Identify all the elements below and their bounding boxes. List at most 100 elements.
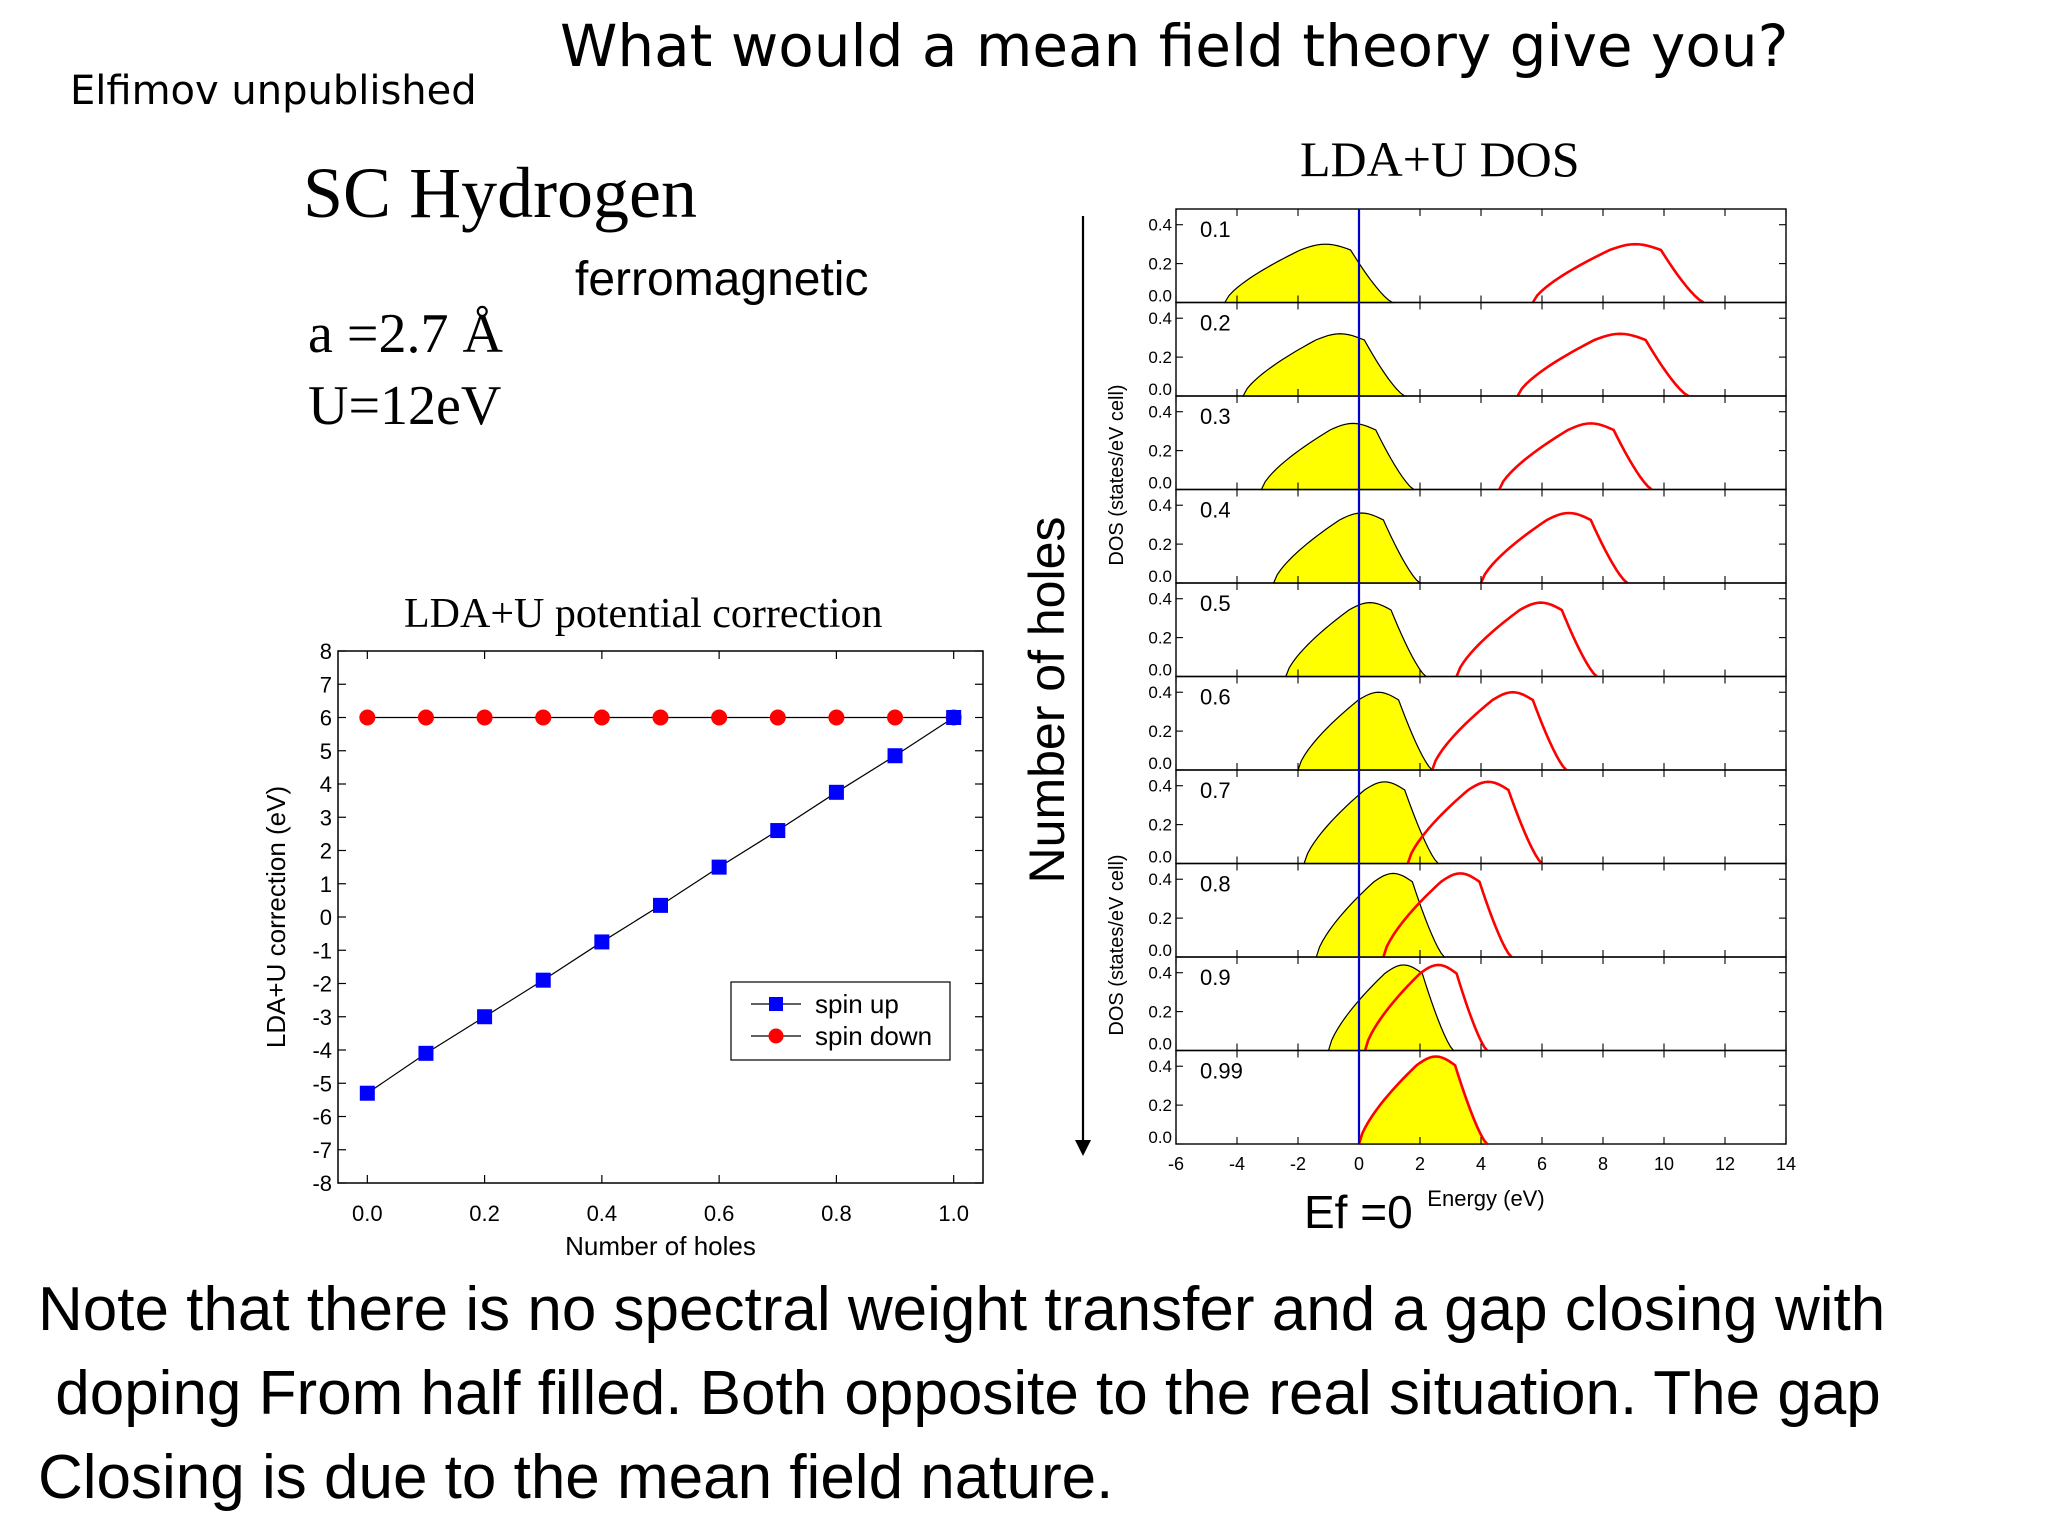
x-tick-label: -4 xyxy=(1229,1154,1245,1174)
panel-label: 0.9 xyxy=(1200,965,1231,990)
slide-title: What would a mean field theory give you? xyxy=(560,12,1789,80)
y-tick-label: 0.0 xyxy=(1148,474,1172,493)
y-tick-label: 0.2 xyxy=(1148,722,1172,741)
y-tick-label: 0.4 xyxy=(1148,683,1172,702)
spin-up-point xyxy=(418,1045,434,1061)
system-label: SC Hydrogen xyxy=(303,153,697,233)
spin-up-point xyxy=(887,748,903,764)
dos-panel-frame xyxy=(1175,582,1787,678)
y-tick-label: 0.2 xyxy=(1148,816,1172,835)
spin-up-point xyxy=(535,972,551,988)
panel-label: 0.8 xyxy=(1200,872,1231,897)
y-tick-label: -1 xyxy=(312,938,332,963)
y-tick-label: 3 xyxy=(320,805,332,830)
occupied-band xyxy=(1327,964,1455,1052)
panel-label: 0.1 xyxy=(1200,217,1231,242)
x-tick-label: 8 xyxy=(1598,1154,1608,1174)
spin-up-point xyxy=(477,1009,493,1025)
panel-label: 0.99 xyxy=(1200,1059,1243,1084)
occupied-band xyxy=(1315,872,1446,958)
x-tick-label: 10 xyxy=(1654,1154,1674,1174)
x-tick-label: -6 xyxy=(1168,1154,1184,1174)
y-tick-label: 0.0 xyxy=(1148,848,1172,867)
y-tick-label: 4 xyxy=(320,772,332,797)
y-tick-label: 0.2 xyxy=(1148,255,1172,274)
empty-band xyxy=(1479,511,1629,584)
x-tick-label: 14 xyxy=(1776,1154,1796,1174)
empty-band xyxy=(1430,690,1568,771)
legend-marker-spin-up xyxy=(769,997,783,1011)
y-tick-label: 0.4 xyxy=(1148,777,1172,796)
y-tick-label: -5 xyxy=(312,1071,332,1096)
hubbard-u-label: U=12eV xyxy=(308,375,502,437)
dos-chart-title: LDA+U DOS xyxy=(1300,131,1580,187)
dos-panel-frame xyxy=(1175,395,1787,491)
spin-down-point xyxy=(711,709,728,726)
y-axis-label: LDA+U correction (eV) xyxy=(261,786,291,1048)
correction-chart-title: LDA+U potential correction xyxy=(404,591,883,637)
lattice-constant-label: a =2.7 Å xyxy=(308,303,503,365)
occupied-band xyxy=(1272,512,1422,584)
empty-band xyxy=(1531,242,1705,304)
spin-down-point xyxy=(359,709,376,726)
panel-label: 0.4 xyxy=(1200,498,1231,523)
dos-panel-frame xyxy=(1175,675,1787,771)
y-tick-label: 2 xyxy=(320,839,332,864)
y-tick-label: 0.4 xyxy=(1148,309,1172,328)
y-tick-label: -7 xyxy=(312,1138,332,1163)
y-tick-label: -3 xyxy=(312,1005,332,1030)
panel-label: 0.3 xyxy=(1200,404,1231,429)
occupied-band xyxy=(1303,781,1440,865)
panel-label: 0.5 xyxy=(1200,591,1231,616)
x-axis-label: Number of holes xyxy=(565,1231,756,1261)
y-tick-label: 0 xyxy=(320,905,332,930)
y-tick-label: -6 xyxy=(312,1105,332,1130)
spin-up-point xyxy=(770,823,786,839)
y-tick-label: 5 xyxy=(320,739,332,764)
spin-up-point xyxy=(828,784,844,800)
spin-down-point xyxy=(535,709,552,726)
fermi-label: Ef =0 xyxy=(1304,1186,1413,1238)
occupied-band xyxy=(1223,243,1395,304)
spin-down-point xyxy=(417,709,434,726)
y-tick-label: 0.4 xyxy=(1148,870,1172,889)
spin-down-point xyxy=(828,709,845,726)
y-tick-label: 0.0 xyxy=(1148,754,1172,773)
dos-panel-frame xyxy=(1175,956,1787,1052)
empty-band xyxy=(1498,422,1653,491)
dos-panel-frame xyxy=(1175,862,1787,958)
occupied-band xyxy=(1297,691,1434,771)
note-line: Closing is due to the mean field nature. xyxy=(38,1443,1114,1512)
x-tick-label: 4 xyxy=(1476,1154,1486,1174)
legend-box xyxy=(730,981,951,1061)
occupied-band xyxy=(1284,602,1428,678)
legend-marker-spin-down xyxy=(768,1028,784,1044)
holes-axis-label: Number of holes xyxy=(1019,517,1075,884)
x-tick-label: -2 xyxy=(1290,1154,1306,1174)
y-tick-label: 0.0 xyxy=(1148,661,1172,680)
x-tick-label: 0 xyxy=(1354,1154,1364,1174)
y-axis-label: DOS (states/eV cell) xyxy=(1106,854,1128,1035)
legend-label-spin-down: spin down xyxy=(815,1021,932,1051)
y-tick-label: 0.4 xyxy=(1148,496,1172,515)
spin-up-point xyxy=(946,710,962,725)
spin-up-point xyxy=(594,934,610,950)
y-tick-label: 1 xyxy=(320,872,332,897)
y-tick-label: 0.2 xyxy=(1148,442,1172,461)
y-tick-label: 0.0 xyxy=(1148,1128,1172,1147)
y-tick-label: -2 xyxy=(312,972,332,997)
spin-down-point xyxy=(652,709,669,726)
y-tick-label: -8 xyxy=(312,1171,332,1196)
spin-down-point xyxy=(769,709,786,726)
magnetism-label: ferromagnetic xyxy=(575,253,869,306)
y-tick-label: 6 xyxy=(320,706,332,731)
empty-band xyxy=(1516,332,1690,398)
x-tick-label: 0.2 xyxy=(469,1201,500,1226)
spin-down-point xyxy=(593,709,610,726)
y-tick-label: 0.0 xyxy=(1148,380,1172,399)
empty-band xyxy=(1363,963,1489,1052)
y-tick-label: 0.2 xyxy=(1148,535,1172,554)
occupied-band xyxy=(1242,333,1407,397)
